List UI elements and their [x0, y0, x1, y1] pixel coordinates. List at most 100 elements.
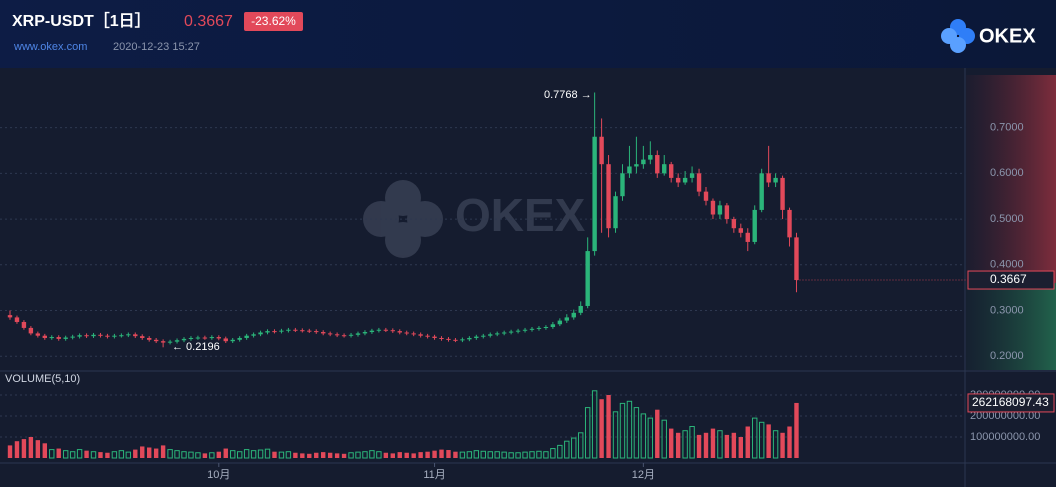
candle-body — [773, 177, 778, 183]
candle-body — [752, 209, 757, 242]
high-annotation: 0.7768 → — [544, 89, 592, 101]
candle-body — [230, 339, 235, 342]
candle-body — [634, 164, 639, 167]
volume-bar — [606, 395, 611, 458]
volume-bar — [293, 452, 298, 458]
candle-body — [223, 338, 228, 342]
volume-bar — [90, 451, 97, 459]
volume-bar — [300, 453, 305, 458]
last-volume-label: 262168097.43 — [972, 395, 1049, 409]
candle-body — [557, 320, 563, 325]
logo-text: OKEX — [979, 25, 1036, 47]
volume-bar — [411, 453, 416, 458]
volume-bar — [612, 411, 619, 459]
candle-body — [42, 335, 47, 338]
low-annotation: ← 0.2196 — [172, 341, 220, 353]
volume-bar — [174, 450, 180, 459]
y-tick-label: 0.4000 — [990, 259, 1024, 271]
y-tick-label: 0.2000 — [990, 350, 1024, 362]
volume-bar — [42, 443, 47, 458]
volume-bar — [640, 413, 647, 459]
candle-body — [314, 331, 319, 333]
volume-bar — [418, 452, 423, 458]
candle-body — [307, 330, 312, 332]
volume-bar — [557, 444, 563, 459]
volume-bar — [264, 448, 271, 459]
volume-bar — [710, 428, 716, 458]
x-tick-label: 12月 — [632, 469, 655, 481]
candle-body — [397, 331, 402, 333]
volume-bar — [404, 452, 409, 458]
candle-body — [167, 341, 173, 343]
candle-body — [327, 333, 333, 335]
candle-body — [63, 337, 68, 339]
volume-bar — [327, 452, 333, 458]
volume-bar — [675, 432, 681, 458]
volume-bar — [236, 451, 243, 459]
volume-bar — [619, 402, 626, 459]
volume-bar — [243, 449, 250, 459]
volume-label: VOLUME(5,10) — [5, 373, 80, 385]
candle-body — [188, 337, 194, 339]
volume-bar — [738, 437, 743, 458]
volume-bar — [501, 451, 507, 459]
candle-body — [627, 166, 632, 174]
candle-body — [481, 335, 486, 337]
candle-body — [321, 332, 326, 334]
candle-body — [70, 336, 75, 338]
volume-bar — [453, 451, 458, 458]
candle-body — [390, 330, 395, 332]
volume-bar — [724, 434, 730, 458]
volume-bar — [536, 450, 542, 459]
candle-body — [355, 333, 361, 335]
volume-bar — [14, 441, 20, 458]
pair-title: XRP-USDT［1日］ — [12, 11, 151, 30]
candle-body — [738, 228, 743, 233]
candle-body — [174, 340, 180, 342]
candle-body — [675, 177, 681, 183]
volume-bar — [307, 453, 312, 458]
candle-body — [682, 177, 688, 183]
volume-bar — [480, 450, 486, 459]
candle-body — [662, 164, 667, 174]
candle-body — [411, 333, 416, 335]
candle-body — [425, 335, 430, 337]
candle-body — [56, 337, 61, 339]
candle-body — [181, 338, 187, 341]
volume-bar — [669, 428, 674, 458]
candle-body — [717, 205, 723, 215]
candle-body — [550, 324, 556, 328]
volume-bar — [69, 451, 76, 459]
volume-bar — [278, 451, 285, 459]
volume-bar — [550, 448, 556, 459]
volume-bar — [49, 449, 55, 459]
candle-body — [84, 335, 89, 337]
candle-body — [153, 339, 159, 342]
volume-bar — [62, 450, 69, 459]
candle-body — [474, 336, 479, 338]
candle-body — [293, 329, 298, 331]
candle-body — [28, 327, 34, 334]
candle-body — [536, 327, 542, 329]
y-tick-label: 0.5000 — [990, 213, 1024, 225]
candle-body — [91, 334, 96, 337]
candle-body — [529, 328, 535, 330]
volume-bar — [661, 419, 667, 459]
volume-bar — [160, 445, 166, 458]
volume-bar — [425, 451, 430, 458]
timestamp: 2020-12-23 15:27 — [113, 41, 200, 53]
volume-bar — [181, 451, 187, 459]
volume-bar — [334, 453, 340, 458]
candle-body — [787, 209, 792, 238]
ask-depth — [966, 75, 1056, 283]
candle-body — [209, 337, 215, 339]
volume-bar — [188, 451, 194, 459]
candle-body — [703, 191, 709, 201]
volume-bar — [543, 451, 549, 459]
candle-body — [564, 317, 569, 321]
candle-body — [140, 336, 145, 338]
candle-body — [279, 330, 284, 332]
volume-bar — [167, 449, 173, 459]
volume-bar — [355, 451, 361, 459]
volume-bar — [230, 450, 236, 459]
